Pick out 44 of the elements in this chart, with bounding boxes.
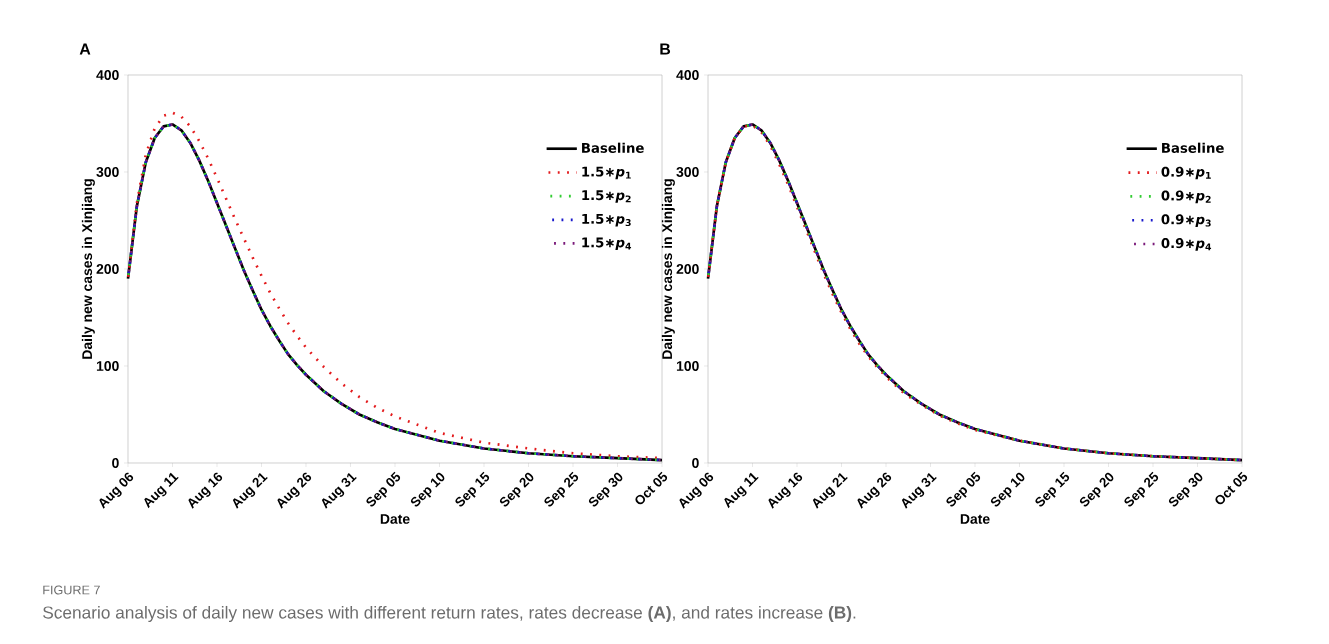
x-tick-label: Sep 05 (946, 471, 981, 507)
y-tick-label: 400 (96, 70, 119, 80)
y-tick-label: 200 (96, 264, 119, 274)
chart-title: A (79, 43, 91, 55)
x-tick-label: Aug 11 (144, 472, 179, 509)
legend-label: 0.9∗p$_{1}$ (1161, 166, 1211, 180)
x-tick-label: Sep 15 (1035, 471, 1070, 507)
y-tick-label: 0 (692, 458, 699, 468)
x-tick-label: Sep 10 (990, 472, 1025, 507)
y-tick-label: 300 (96, 167, 119, 177)
legend-label: Baseline (1162, 142, 1224, 153)
legend-label: 1.5∗p$_{2}$ (582, 190, 631, 203)
caption: FIGURE 7 (43, 585, 100, 595)
legend-label: 0.9∗p$_{4}$ (1161, 238, 1212, 251)
y-axis-title: Daily new cases in Xinjiang (81, 179, 95, 359)
legend-label: 1.5∗p$_{4}$ (582, 237, 632, 251)
y-axis-title: Daily new cases in Xinjiang (661, 179, 675, 359)
legend-label: Baseline (582, 142, 644, 153)
x-axis-title: Date (960, 514, 990, 524)
chart-title: B (660, 43, 671, 55)
y-tick-label: 0 (112, 458, 119, 468)
x-tick-label: Sep 15 (455, 471, 490, 507)
legend-label: 1.5∗p$_{3}$ (582, 213, 631, 227)
x-tick-label: Sep 25 (544, 471, 579, 507)
x-tick-label: Sep 20 (499, 472, 534, 507)
x-tick-label: Sep 05 (366, 471, 401, 507)
x-tick-label: Aug 11 (724, 472, 759, 509)
x-tick-label: Sep 30 (588, 472, 623, 507)
legend-label: 0.9∗p$_{3}$ (1161, 214, 1211, 227)
x-tick-label: Oct 05 (635, 471, 668, 505)
y-tick-label: 100 (96, 361, 119, 371)
x-tick-label: Sep 10 (410, 472, 445, 507)
x-tick-label: Oct 05 (1215, 471, 1248, 505)
y-tick-label: 400 (676, 70, 699, 80)
y-tick-label: 100 (676, 361, 699, 371)
x-axis-title: Date (380, 514, 410, 524)
x-tick-label: Sep 20 (1079, 472, 1114, 507)
x-tick-label: Sep 30 (1168, 472, 1203, 507)
x-tick-label: Sep 25 (1124, 471, 1159, 507)
y-tick-label: 200 (676, 264, 699, 274)
legend-label: 0.9∗p$_{2}$ (1161, 190, 1211, 204)
y-tick-label: 300 (676, 167, 699, 177)
legend-label: 1.5∗p$_{1}$ (582, 166, 631, 180)
text: Scenario analysis of daily new cases with different return rates, rates decrease (A), and rates increase (B). (43, 605, 856, 623)
